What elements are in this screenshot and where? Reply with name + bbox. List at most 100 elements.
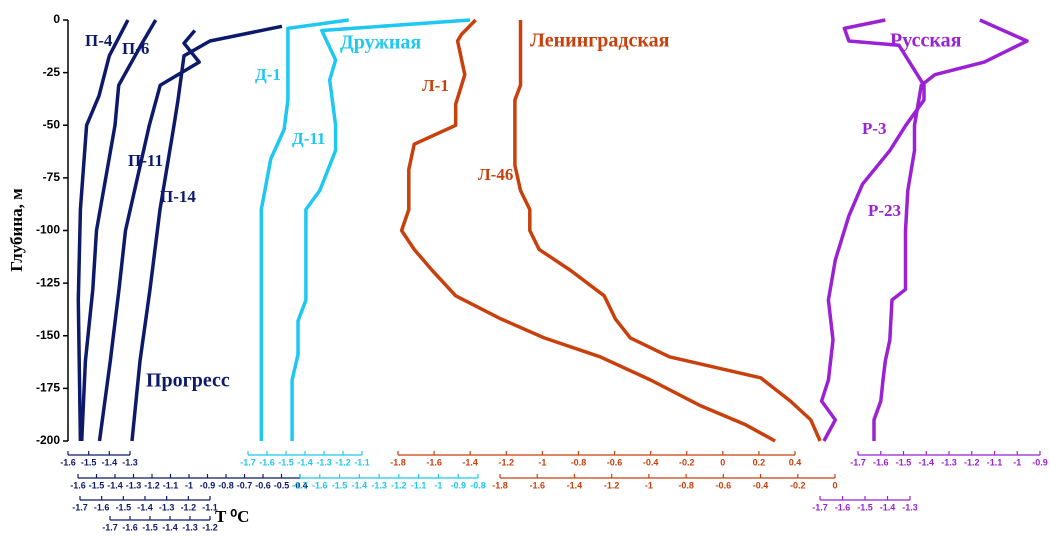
x-tick-label: -1.3 (941, 457, 957, 467)
x-tick-label: -1.2 (604, 480, 620, 490)
series-label: П-14 (160, 187, 196, 206)
y-tick-label: -75 (43, 170, 61, 184)
group-label: Прогресс (146, 370, 230, 392)
x-tick-label: -1.4 (162, 522, 178, 532)
x-tick-label: -1.6 (70, 480, 86, 490)
profile-line (130, 24, 283, 442)
x-tick-label: -1.6 (426, 457, 442, 467)
series-label: Д-1 (255, 65, 281, 84)
x-tick-label: -1.5 (332, 480, 348, 490)
profile-line (97, 29, 201, 442)
x-tick-label: -1 (434, 480, 442, 490)
x-tick-label: -1.8 (390, 457, 406, 467)
x-tick-label: -0.2 (679, 457, 695, 467)
y-tick-label: -175 (36, 381, 60, 395)
y-tick-label: -25 (43, 65, 61, 79)
series-label: П-11 (128, 151, 163, 170)
x-tick-label: -1.4 (107, 480, 123, 490)
y-tick-label: -100 (36, 223, 60, 237)
profile-line (76, 19, 130, 442)
x-tick-label: -1.5 (89, 480, 105, 490)
x-tick-label: -1.1 (411, 480, 427, 490)
series-label: Д-11 (292, 129, 325, 148)
x-tick-label: -0.9 (450, 480, 466, 490)
profile-line (259, 18, 349, 441)
series-label: Р-23 (868, 201, 901, 220)
x-tick-label: -1.4 (918, 457, 934, 467)
y-axis-label: Глубина, м (7, 188, 26, 272)
x-tick-label: -1 (185, 480, 193, 490)
x-tick-label: -1.5 (278, 457, 294, 467)
x-tick-label: 0 (832, 480, 837, 490)
x-tick-label: -1.7 (850, 457, 866, 467)
x-tick-label: -1.2 (391, 480, 407, 490)
x-tick-label: -1 (645, 480, 653, 490)
x-tick-label: 0 (720, 457, 725, 467)
x-tick-label: -1.5 (142, 522, 158, 532)
y-tick-label: -125 (36, 275, 60, 289)
x-tick-label: -1.7 (72, 502, 88, 512)
x-tick-label: -1.3 (371, 480, 387, 490)
y-tick-label: -50 (43, 117, 61, 131)
x-tick-label: -0.7 (237, 480, 253, 490)
x-tick-label: -0.6 (607, 457, 623, 467)
profile-line (872, 18, 1029, 441)
series-label: Л-46 (478, 165, 513, 184)
group-label: Ленинградская (530, 30, 670, 52)
x-tick-label: -1.4 (352, 480, 368, 490)
x-tick-label: -0.9 (1032, 457, 1048, 467)
group-label: Русская (890, 30, 962, 52)
x-tick-label: -0.4 (643, 457, 659, 467)
x-tick-label: -0.8 (218, 480, 234, 490)
x-tick-label: -1.4 (297, 457, 313, 467)
x-tick-label: -1.6 (835, 502, 851, 512)
x-tick-label: -1.4 (567, 480, 583, 490)
x-tick-label: -0.8 (571, 457, 587, 467)
x-tick-label: -1.6 (529, 480, 545, 490)
x-tick-label: -1.1 (163, 480, 179, 490)
x-tick-label: -1.6 (259, 457, 275, 467)
profile-line (399, 18, 776, 443)
x-tick-label: -1.6 (94, 502, 110, 512)
x-tick-label: -0.4 (753, 480, 769, 490)
x-tick-label: -0.6 (255, 480, 271, 490)
series-label: П-4 (85, 31, 113, 50)
x-tick-label: -1.5 (857, 502, 873, 512)
x-tick-label: -1.5 (81, 457, 97, 467)
x-tick-label: -1.2 (335, 457, 351, 467)
x-tick-label: -1.5 (896, 457, 912, 467)
x-tick-label: -1.2 (144, 480, 160, 490)
x-tick-label: -1.3 (122, 457, 138, 467)
x-tick-label: -1.1 (354, 457, 370, 467)
x-tick-label: -0.5 (274, 480, 290, 490)
x-tick-label: -1.8 (492, 480, 508, 490)
x-tick-label: -1.6 (312, 480, 328, 490)
x-tick-label: -1.4 (880, 502, 896, 512)
x-tick-label: -1.2 (499, 457, 515, 467)
x-tick-label: -1.2 (964, 457, 980, 467)
profile-line (819, 18, 926, 442)
series-label: П-6 (122, 39, 149, 58)
y-tick-label: -200 (36, 433, 60, 447)
x-tick-label: -1.3 (126, 480, 142, 490)
x-tick-label: -0.8 (678, 480, 694, 490)
x-tick-label: -0.9 (200, 480, 216, 490)
x-tick-label: -1.2 (202, 522, 218, 532)
x-tick-label: -1 (1013, 457, 1021, 467)
x-tick-label: -1.1 (202, 502, 218, 512)
x-tick-label: -0.8 (470, 480, 486, 490)
series-label: Р-3 (862, 119, 887, 138)
x-tick-label: -1.3 (182, 522, 198, 532)
x-tick-label: -1.7 (102, 522, 118, 532)
x-axis-label: T ⁰C (215, 507, 249, 526)
x-tick-label: -1.4 (462, 457, 478, 467)
x-tick-label: -1.3 (316, 457, 332, 467)
profile-line (79, 19, 158, 442)
y-tick-label: -150 (36, 328, 60, 342)
x-tick-label: -0.4 (292, 480, 308, 490)
x-tick-label: -1.1 (987, 457, 1003, 467)
x-tick-label: 0.4 (789, 457, 802, 467)
x-tick-label: -0.6 (716, 480, 732, 490)
x-tick-label: -1.3 (902, 502, 918, 512)
